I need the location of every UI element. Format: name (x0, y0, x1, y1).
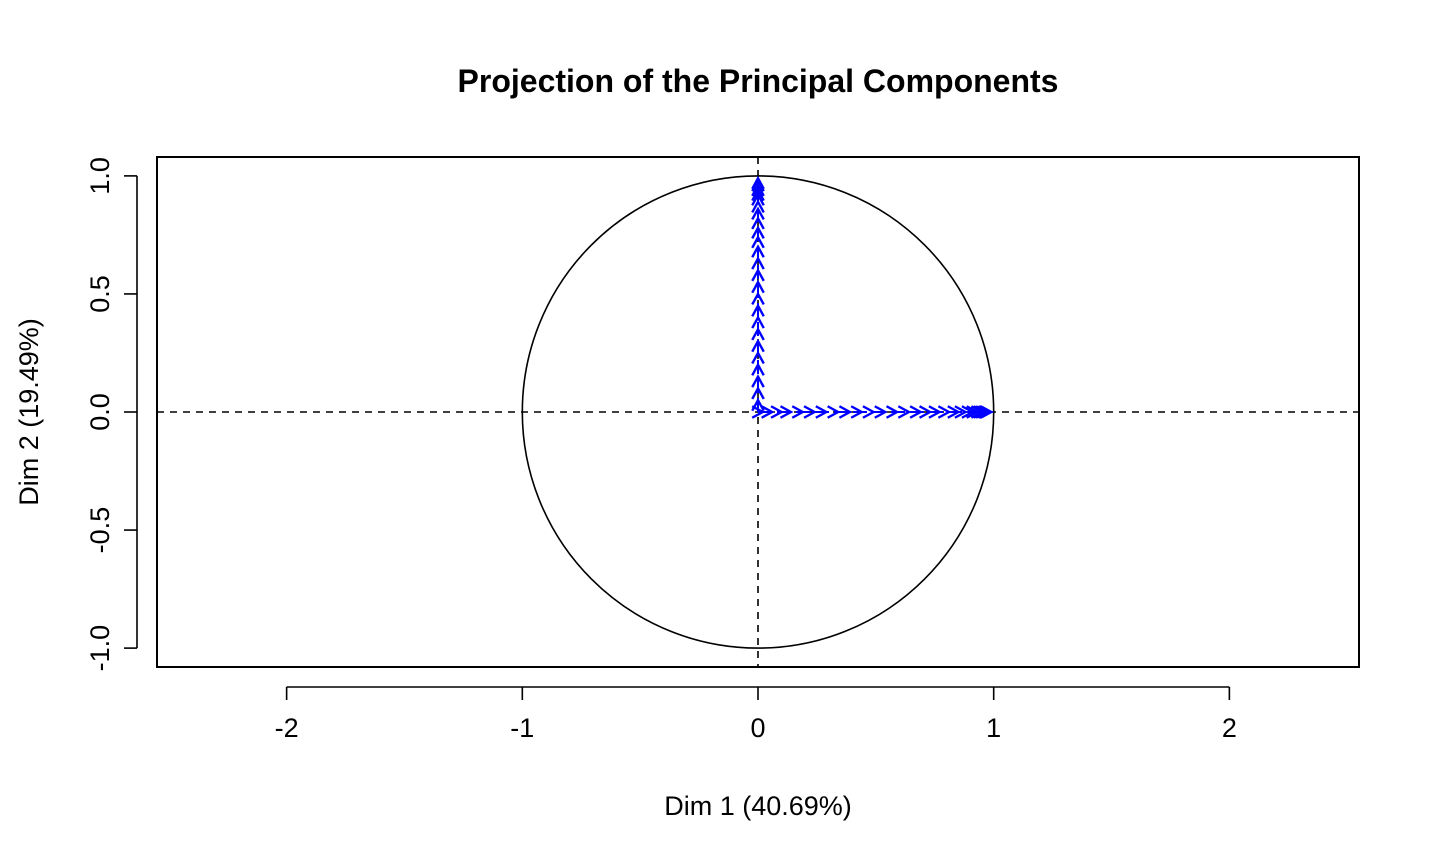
x-tick-label: 1 (986, 713, 1001, 743)
plot-area (157, 157, 1359, 667)
plot-frame (156, 156, 1360, 668)
y-axis: -1.0 -0.5 0.0 0.5 1.0 (85, 157, 138, 672)
arrow-head (751, 175, 765, 190)
series-1 (751, 405, 994, 419)
x-axis: -2 -1 0 1 2 (275, 686, 1237, 743)
chart-title: Projection of the Principal Components (458, 63, 1059, 99)
x-axis-label: Dim 1 (40.69%) (664, 791, 852, 821)
series-2 (751, 175, 765, 412)
arrow-head (897, 405, 912, 419)
x-tick-label: -2 (275, 713, 299, 743)
arrow-head (838, 405, 853, 419)
arrow-head (751, 374, 765, 388)
y-axis-label: Dim 2 (19.49%) (14, 318, 44, 506)
y-tick-label: -0.5 (85, 507, 115, 554)
arrow-head (751, 182, 765, 197)
arrow-head (803, 405, 818, 419)
x-tick-label: 0 (750, 713, 765, 743)
y-tick-label: 0.5 (85, 275, 115, 313)
arrow-head (761, 405, 775, 419)
arrow-head (751, 315, 765, 329)
arrow-head (751, 279, 765, 294)
y-tick-label: 0.0 (85, 393, 115, 431)
y-tick-label: -1.0 (85, 625, 115, 672)
x-tick-label: 2 (1222, 713, 1237, 743)
y-tick-label: 1.0 (85, 157, 115, 195)
arrow-head (980, 405, 994, 419)
x-tick-label: -1 (510, 713, 534, 743)
arrow-head (954, 405, 968, 419)
